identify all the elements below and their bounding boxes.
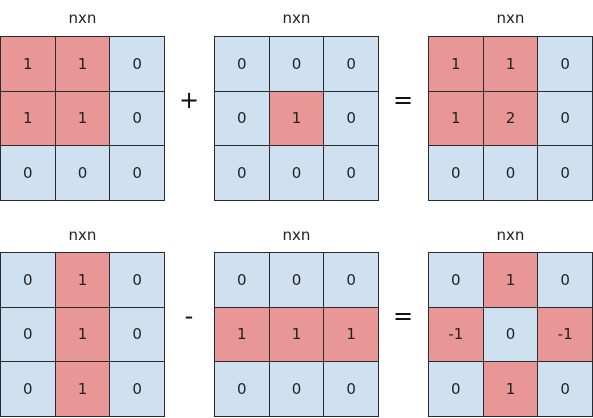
- matrix-cell: 1: [269, 91, 325, 147]
- matrix-cell: 0: [1, 146, 56, 201]
- plus-operator: +: [178, 86, 200, 114]
- matrix-cell: 1: [1, 37, 56, 92]
- matrix-cell: 0: [429, 253, 484, 308]
- matrix-cell: 1: [483, 37, 539, 92]
- matrix-label: nxn: [496, 226, 525, 244]
- matrix-cell: 1: [429, 37, 484, 92]
- matrix-cell: 0: [538, 37, 593, 92]
- matrix-cell: 0: [110, 37, 165, 92]
- matrix-cell: 0: [55, 146, 111, 201]
- equals-operator: =: [392, 302, 414, 330]
- matrix-cell: 0: [538, 91, 593, 147]
- matrix-cell: 0: [483, 307, 539, 363]
- matrix-cell: -1: [429, 307, 484, 363]
- matrix-cell: 0: [538, 362, 593, 417]
- matrix-cell: 0: [269, 146, 325, 201]
- matrix-cell: 0: [483, 146, 539, 201]
- matrix-cell: 0: [215, 362, 270, 417]
- matrix-label: nxn: [496, 9, 525, 27]
- matrix-cell: 0: [429, 146, 484, 201]
- matrix-cell: 0: [110, 253, 165, 308]
- matrix-cell: 0: [215, 37, 270, 92]
- matrix-cell: 0: [538, 253, 593, 308]
- matrix-cell: 0: [324, 362, 379, 417]
- matrix-cell: 0: [324, 146, 379, 201]
- matrix-cell: 1: [324, 307, 379, 363]
- matrix-cell: 0: [110, 91, 165, 147]
- matrix-cell: 0: [215, 91, 270, 147]
- matrix-cell: 0: [1, 307, 56, 363]
- matrix-cell: 0: [538, 146, 593, 201]
- matrix-cell: 0: [1, 253, 56, 308]
- matrix-label: nxn: [68, 9, 97, 27]
- matrix-cell: 1: [55, 91, 111, 147]
- matrix-cell: 1: [55, 362, 111, 417]
- matrix-label: nxn: [68, 226, 97, 244]
- matrix-cell: 1: [55, 307, 111, 363]
- matrix-cell: -1: [538, 307, 593, 363]
- matrix-cell: 0: [269, 253, 325, 308]
- matrix-cell: 0: [110, 362, 165, 417]
- matrix-cell: 0: [324, 37, 379, 92]
- matrix: 0 1 0 -1 0 -1 0 1 0: [428, 252, 593, 417]
- matrix-cell: 1: [55, 253, 111, 308]
- matrix-cell: 1: [55, 37, 111, 92]
- matrix-cell: 0: [110, 307, 165, 363]
- matrix-cell: 0: [324, 91, 379, 147]
- matrix-cell: 0: [215, 253, 270, 308]
- matrix-cell: 1: [483, 253, 539, 308]
- matrix-cell: 1: [269, 307, 325, 363]
- matrix-cell: 0: [110, 146, 165, 201]
- matrix-cell: 0: [269, 362, 325, 417]
- equals-operator: =: [392, 86, 414, 114]
- matrix-cell: 1: [215, 307, 270, 363]
- matrix-cell: 2: [483, 91, 539, 147]
- matrix-label: nxn: [282, 9, 311, 27]
- matrix-cell: 0: [269, 37, 325, 92]
- matrix-cell: 1: [483, 362, 539, 417]
- matrix-label: nxn: [282, 226, 311, 244]
- minus-operator: -: [184, 302, 194, 330]
- matrix-cell: 0: [324, 253, 379, 308]
- matrix-cell: 0: [1, 362, 56, 417]
- matrix-cell: 0: [429, 362, 484, 417]
- matrix-cell: 0: [215, 146, 270, 201]
- matrix-cell: 1: [1, 91, 56, 147]
- matrix-cell: 1: [429, 91, 484, 147]
